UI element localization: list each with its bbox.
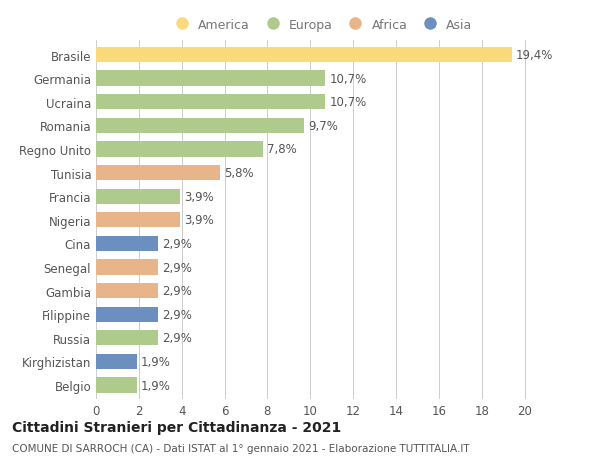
Bar: [96, 213, 179, 228]
Text: 19,4%: 19,4%: [516, 49, 553, 62]
Text: 1,9%: 1,9%: [141, 379, 171, 392]
Text: 2,9%: 2,9%: [163, 285, 193, 297]
Bar: [96, 142, 263, 157]
Bar: [96, 354, 137, 369]
Text: 3,9%: 3,9%: [184, 190, 214, 203]
Text: 2,9%: 2,9%: [163, 331, 193, 345]
Text: COMUNE DI SARROCH (CA) - Dati ISTAT al 1° gennaio 2021 - Elaborazione TUTTITALIA: COMUNE DI SARROCH (CA) - Dati ISTAT al 1…: [12, 443, 470, 453]
Bar: [96, 118, 304, 134]
Bar: [96, 378, 137, 393]
Bar: [96, 48, 512, 63]
Text: 10,7%: 10,7%: [329, 96, 367, 109]
Bar: [96, 307, 158, 322]
Bar: [96, 260, 158, 275]
Text: Cittadini Stranieri per Cittadinanza - 2021: Cittadini Stranieri per Cittadinanza - 2…: [12, 420, 341, 434]
Legend: America, Europa, Africa, Asia: America, Europa, Africa, Asia: [170, 18, 472, 32]
Bar: [96, 236, 158, 252]
Text: 9,7%: 9,7%: [308, 120, 338, 133]
Bar: [96, 71, 325, 87]
Bar: [96, 189, 179, 204]
Text: 7,8%: 7,8%: [268, 143, 297, 156]
Bar: [96, 166, 220, 181]
Bar: [96, 283, 158, 299]
Bar: [96, 330, 158, 346]
Text: 1,9%: 1,9%: [141, 355, 171, 368]
Text: 3,9%: 3,9%: [184, 214, 214, 227]
Bar: [96, 95, 325, 110]
Text: 2,9%: 2,9%: [163, 308, 193, 321]
Text: 5,8%: 5,8%: [224, 167, 254, 179]
Text: 2,9%: 2,9%: [163, 261, 193, 274]
Text: 2,9%: 2,9%: [163, 237, 193, 250]
Text: 10,7%: 10,7%: [329, 73, 367, 85]
